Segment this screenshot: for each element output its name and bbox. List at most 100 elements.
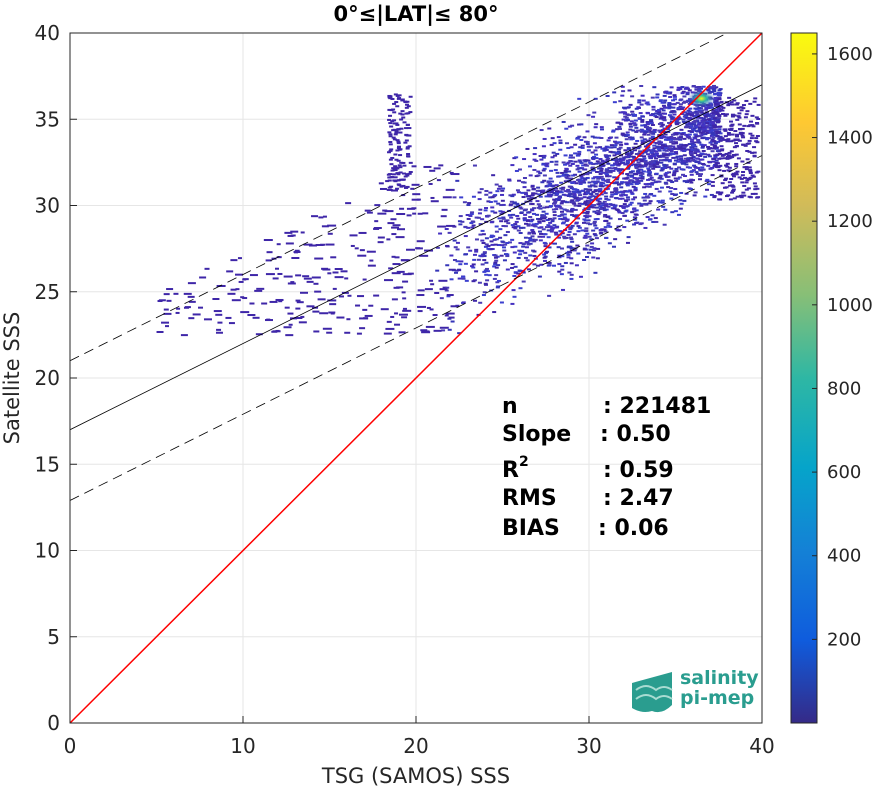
density-cell	[662, 117, 667, 120]
density-cell	[674, 151, 679, 154]
density-cell	[735, 102, 740, 105]
density-cell	[454, 271, 459, 274]
density-cell	[713, 164, 718, 167]
density-cell	[583, 188, 588, 191]
density-cell	[605, 94, 610, 97]
density-cell	[709, 112, 714, 115]
density-cell	[528, 254, 533, 257]
density-cell	[287, 234, 294, 237]
density-cell	[710, 184, 715, 187]
density-cell	[649, 154, 654, 157]
density-cell	[655, 146, 660, 149]
density-cell	[685, 181, 690, 184]
density-cell	[597, 190, 602, 193]
density-cell	[398, 154, 403, 157]
density-cell	[591, 158, 596, 161]
density-cell	[645, 196, 650, 199]
density-cell	[408, 95, 413, 98]
density-cell	[712, 90, 717, 93]
density-cell	[503, 225, 508, 228]
density-cell	[513, 223, 518, 226]
density-cell	[633, 124, 638, 127]
y-tick-label: 30	[35, 194, 60, 218]
density-cell	[707, 147, 712, 150]
density-cell	[311, 276, 321, 279]
density-cell	[391, 167, 396, 170]
density-cell	[556, 204, 561, 207]
density-cell	[518, 253, 523, 256]
density-cell	[659, 161, 664, 164]
density-cell	[704, 108, 709, 111]
density-cell	[500, 193, 505, 196]
density-cell	[654, 116, 659, 119]
density-cell	[630, 110, 635, 113]
density-cell	[488, 201, 493, 204]
density-cell	[724, 113, 729, 116]
density-cell	[611, 245, 616, 248]
density-cell	[535, 200, 540, 203]
density-cell	[690, 117, 695, 120]
density-cell	[724, 164, 729, 167]
density-cell	[649, 151, 654, 154]
density-cell	[478, 301, 483, 304]
density-cell	[398, 166, 403, 169]
density-cell	[625, 161, 630, 164]
density-cell	[706, 164, 711, 167]
density-cell	[748, 169, 753, 172]
density-cell	[654, 220, 659, 223]
density-cell	[499, 204, 504, 207]
density-cell	[649, 176, 654, 179]
density-cell	[747, 166, 752, 169]
density-cell	[541, 215, 546, 218]
density-cell	[609, 146, 614, 149]
density-cell	[536, 170, 541, 173]
density-cell	[313, 330, 320, 333]
density-cell	[396, 173, 401, 176]
density-cell	[599, 167, 604, 170]
density-cell	[643, 183, 648, 186]
density-cell	[401, 316, 408, 319]
density-cell	[459, 196, 464, 199]
density-cell	[284, 306, 290, 309]
density-cell	[643, 192, 648, 195]
density-cell	[694, 108, 699, 111]
density-cell	[714, 86, 719, 89]
density-cell	[674, 152, 679, 155]
density-cell	[621, 205, 626, 208]
density-cell	[748, 124, 753, 127]
density-cell	[681, 101, 686, 104]
density-cell	[712, 126, 717, 129]
density-cell	[744, 188, 749, 191]
density-cell	[628, 125, 633, 128]
density-cell	[663, 208, 668, 211]
density-cell	[396, 147, 401, 150]
density-cell	[693, 191, 698, 194]
density-cell	[667, 104, 672, 107]
density-cell	[756, 170, 761, 173]
density-cell	[749, 120, 754, 123]
density-cell	[682, 154, 687, 157]
density-cell	[600, 147, 605, 150]
density-cell	[446, 224, 456, 227]
density-cell	[486, 244, 491, 247]
density-cell	[584, 203, 589, 206]
x-axis-label: TSG (SAMOS) SSS	[321, 764, 510, 788]
density-cell	[542, 241, 547, 244]
density-cell	[569, 257, 574, 260]
density-cell	[615, 128, 620, 131]
density-cell	[591, 115, 596, 118]
density-cell	[322, 327, 332, 330]
density-cell	[158, 299, 166, 302]
density-cell	[661, 144, 666, 147]
density-cell	[640, 120, 645, 123]
density-cell	[234, 273, 243, 276]
density-cell	[673, 137, 678, 140]
density-cell	[722, 138, 727, 141]
density-cell	[633, 218, 638, 221]
density-cell	[401, 291, 406, 294]
density-cell	[748, 170, 753, 173]
density-cell	[583, 200, 588, 203]
density-cell	[327, 224, 337, 227]
density-cell	[680, 112, 685, 115]
density-cell	[667, 114, 672, 117]
